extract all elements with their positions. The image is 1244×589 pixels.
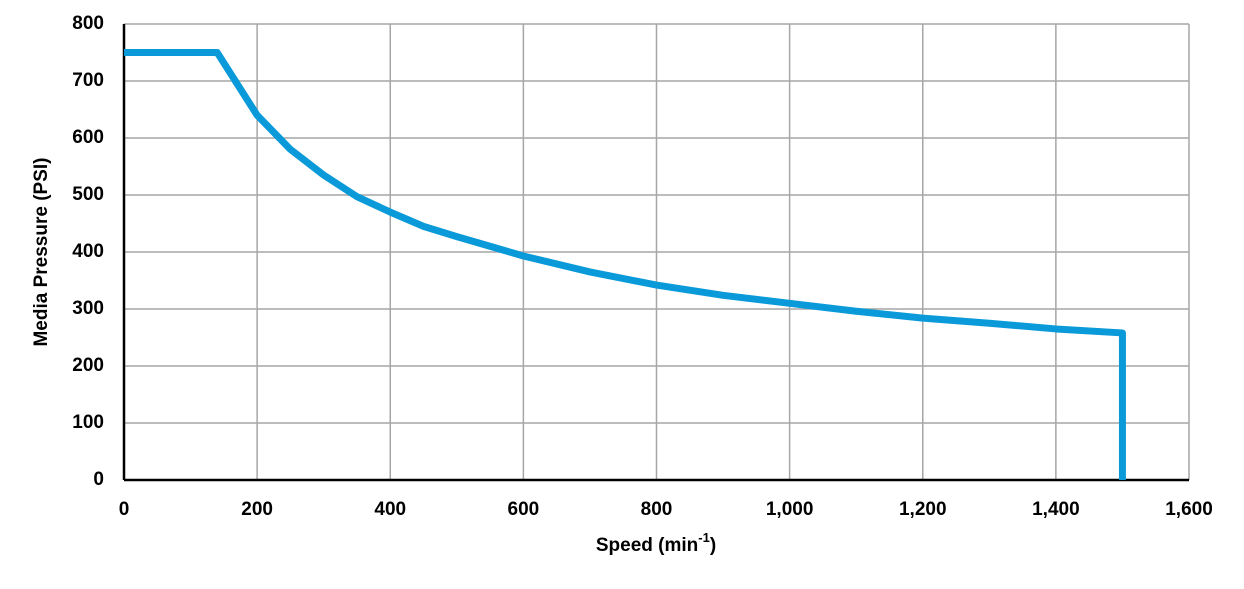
y-tick-label: 700	[72, 70, 104, 91]
x-tick-label: 1,000	[766, 499, 814, 520]
y-tick-label: 500	[72, 184, 104, 205]
y-tick-label: 100	[72, 412, 104, 433]
y-tick-label: 0	[93, 469, 104, 490]
x-axis-label-main: Speed (min	[596, 535, 698, 556]
y-tick-label: 300	[72, 298, 104, 319]
y-tick-label: 800	[72, 13, 104, 34]
data-line	[124, 49, 1126, 480]
x-tick-label: 600	[508, 499, 540, 520]
x-tick-label: 1,600	[1165, 499, 1213, 520]
x-tick-label: 1,200	[899, 499, 947, 520]
x-tick-label: 400	[374, 499, 406, 520]
x-tick-label: 1,400	[1032, 499, 1080, 520]
x-tick-label: 0	[119, 499, 130, 520]
y-tick-label: 200	[72, 355, 104, 376]
x-axis-label-sup: -1	[698, 530, 710, 545]
x-axis-label: Speed (min-1)	[596, 530, 716, 556]
x-tick-label: 200	[241, 499, 273, 520]
x-tick-label: 800	[641, 499, 673, 520]
x-axis-label-end: )	[710, 535, 716, 556]
y-tick-label: 400	[72, 241, 104, 262]
y-axis-label: Media Pressure (PSI)	[31, 157, 52, 346]
y-tick-label: 600	[72, 127, 104, 148]
